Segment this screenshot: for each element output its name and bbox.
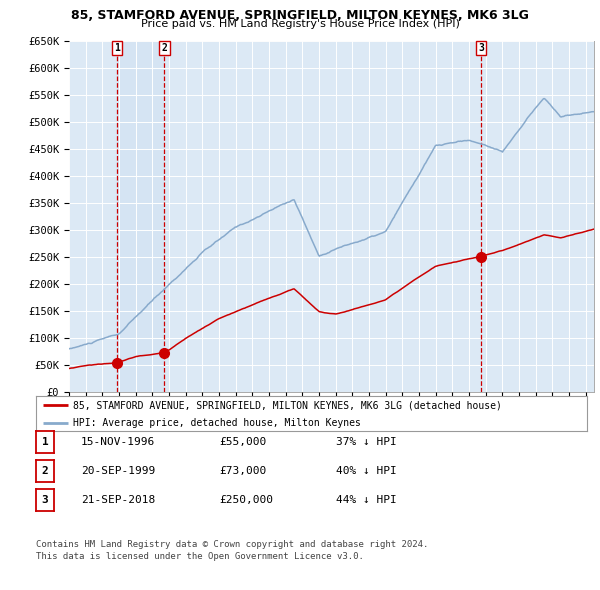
Text: 44% ↓ HPI: 44% ↓ HPI [336,495,397,504]
Text: Contains HM Land Registry data © Crown copyright and database right 2024.
This d: Contains HM Land Registry data © Crown c… [36,540,428,561]
Text: £250,000: £250,000 [219,495,273,504]
Text: HPI: Average price, detached house, Milton Keynes: HPI: Average price, detached house, Milt… [73,418,361,428]
Text: 85, STAMFORD AVENUE, SPRINGFIELD, MILTON KEYNES, MK6 3LG (detached house): 85, STAMFORD AVENUE, SPRINGFIELD, MILTON… [73,400,502,410]
Text: £73,000: £73,000 [219,466,266,476]
Text: Price paid vs. HM Land Registry's House Price Index (HPI): Price paid vs. HM Land Registry's House … [140,19,460,30]
Text: 1: 1 [114,43,120,53]
Text: 20-SEP-1999: 20-SEP-1999 [81,466,155,476]
Text: 15-NOV-1996: 15-NOV-1996 [81,437,155,447]
Text: 40% ↓ HPI: 40% ↓ HPI [336,466,397,476]
Text: 37% ↓ HPI: 37% ↓ HPI [336,437,397,447]
Bar [117,41,164,392]
Text: £55,000: £55,000 [219,437,266,447]
Text: 2: 2 [41,466,49,476]
Text: 3: 3 [41,495,49,504]
Text: 85, STAMFORD AVENUE, SPRINGFIELD, MILTON KEYNES, MK6 3LG: 85, STAMFORD AVENUE, SPRINGFIELD, MILTON… [71,9,529,22]
Text: 3: 3 [478,43,484,53]
Text: 21-SEP-2018: 21-SEP-2018 [81,495,155,504]
Text: 1: 1 [41,437,49,447]
Text: 2: 2 [161,43,167,53]
